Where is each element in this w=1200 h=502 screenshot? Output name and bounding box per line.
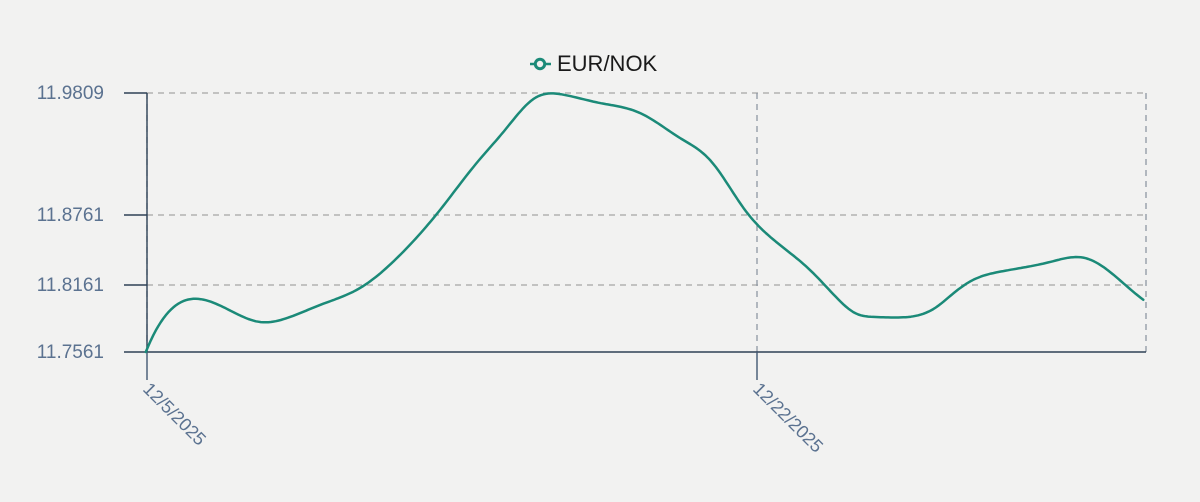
svg-text:11.8761: 11.8761 xyxy=(37,205,104,226)
svg-text:EUR/NOK: EUR/NOK xyxy=(557,51,658,76)
svg-text:11.8161: 11.8161 xyxy=(37,275,104,296)
svg-text:11.7561: 11.7561 xyxy=(37,342,104,363)
svg-text:11.9809: 11.9809 xyxy=(37,83,104,104)
